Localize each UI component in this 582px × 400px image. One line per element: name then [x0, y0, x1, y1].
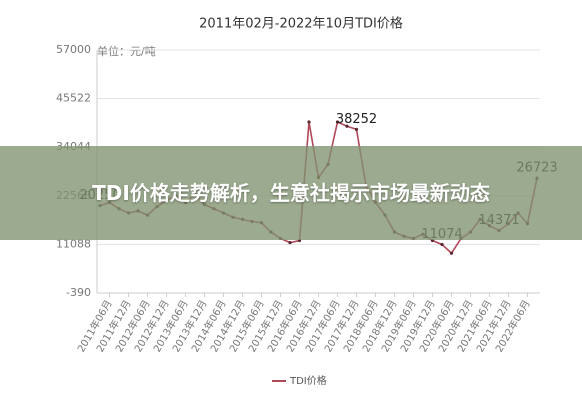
point [449, 251, 454, 255]
y-tick-label: -390 [66, 286, 91, 299]
point [440, 242, 444, 247]
point [307, 120, 311, 124]
y-tick-label: 45522 [56, 92, 91, 105]
point [345, 124, 349, 128]
point [354, 127, 359, 131]
banner-title: TDI价格走势解析，生意社揭示市场最新动态 [92, 181, 490, 205]
legend-label: TDI价格 [289, 374, 327, 387]
unit-label: 单位：元/吨 [97, 44, 156, 58]
data-label: 38252 [336, 112, 377, 127]
y-tick-label: 57000 [56, 43, 91, 56]
chart-title: 2011年02月-2022年10月TDI价格 [199, 16, 403, 32]
banner: TDI价格走势解析，生意社揭示市场最新动态 [0, 146, 582, 240]
point [288, 241, 292, 245]
point [335, 120, 340, 124]
y-tick-label: 11088 [56, 237, 91, 250]
